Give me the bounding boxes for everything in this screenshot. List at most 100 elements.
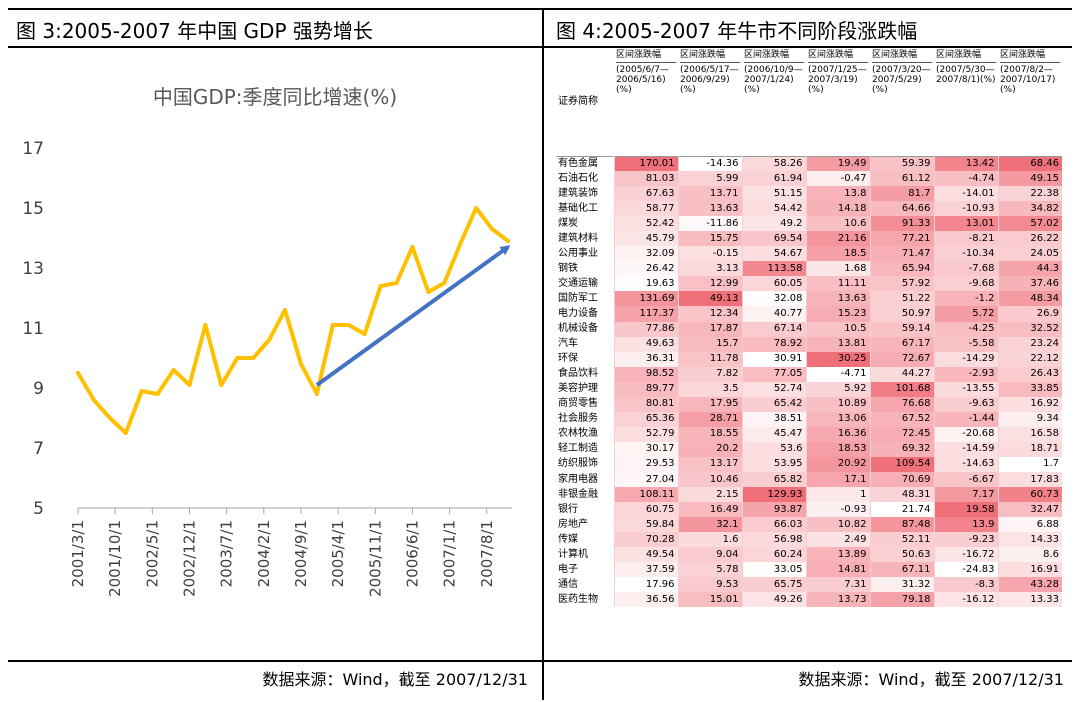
gdp-data-point [410,245,415,249]
return-cell: 60.05 [741,276,806,292]
table-row: 电力设备 117.37 12.34 40.77 15.23 50.97 5.72 26.9 [556,306,1062,322]
return-cell: -13.55 [933,381,998,397]
column-header-label: 区间涨跌幅 [744,50,790,60]
gdp-data-point [171,368,176,372]
y-tick-label: 5 [33,499,44,519]
table-row: 传媒 70.28 1.6 56.98 2.49 52.11 -9.23 14.33 [556,532,1062,548]
table-row: 纺织服饰 29.53 13.17 53.95 20.92 109.54 -14.63 1.7 [556,456,1062,472]
return-cell: -1.44 [933,411,998,427]
return-cell: 65.42 [741,396,806,412]
return-cell: 33.05 [741,562,806,578]
table-row: 家用电器 27.04 10.46 65.82 17.1 70.69 -6.67 17.83 [556,471,1062,488]
return-cell: 51.22 [869,291,934,307]
return-cell: 53.6 [741,441,806,457]
gdp-data-point [187,383,192,387]
return-cell: 69.32 [869,441,934,457]
sector-name: 银行 [558,503,578,515]
sector-name: 纺织服饰 [558,458,598,470]
title-divider [8,46,1072,48]
return-cell: 32.09 [613,246,678,262]
return-cell: 43.28 [997,577,1062,593]
return-cell: 13.06 [805,411,870,427]
table-row: 建筑材料 45.79 15.75 69.54 21.16 77.21 -8.21 26.22 [556,231,1062,247]
return-cell: -7.68 [933,261,998,277]
x-tick-label: 2006/6/1 [403,520,421,587]
table-row: 公用事业 32.09 -0.15 54.67 18.5 71.47 -10.34 24.05 [556,246,1062,262]
panel-divider [542,8,544,700]
return-cell: -24.83 [933,562,998,578]
gdp-data-point [442,281,447,285]
return-cell: 45.47 [741,426,806,442]
return-cell: 57.02 [997,216,1062,232]
return-cell: 24.05 [997,246,1062,262]
return-cell: 67.52 [869,411,934,427]
return-cell: 59.84 [613,517,678,533]
return-cell: -14.36 [677,156,742,172]
sector-name: 计算机 [558,548,588,560]
return-cell: 16.58 [997,426,1062,442]
sector-name: 交通运输 [558,277,598,289]
sector-name: 煤炭 [558,217,578,229]
return-cell: 22.12 [997,351,1062,367]
return-cell: 13.63 [805,291,870,307]
return-cell: 65.75 [741,577,806,593]
return-cell: 71.47 [869,246,934,262]
gdp-data-point [251,356,256,360]
gdp-data-point [139,389,144,393]
return-cell: 3.5 [677,381,742,397]
return-cell: 69.54 [741,231,806,247]
return-cell: 23.24 [997,336,1062,352]
table-row: 美容护理 89.77 3.5 52.74 5.92 101.68 -13.55 33.85 [556,381,1062,397]
return-cell: 26.9 [997,306,1062,322]
return-cell: 170.01 [613,156,678,172]
sector-name: 电力设备 [558,307,598,319]
return-cell: 52.42 [613,216,678,232]
return-cell: 18.5 [805,246,870,262]
return-cell: 49.63 [613,336,678,352]
return-cell: 77.86 [613,321,678,337]
return-cell: -9.63 [933,396,998,412]
return-cell: 15.01 [677,592,742,608]
return-cell: 48.34 [997,291,1062,307]
x-tick-label: 2007/1/1 [441,520,459,587]
sector-name: 石油石化 [558,172,598,184]
return-cell: 7.82 [677,366,742,382]
return-cell: -11.86 [677,216,742,232]
table-row: 社会服务 65.36 28.71 38.51 13.06 67.52 -1.44 9.34 [556,411,1062,427]
table-row: 轻工制造 30.17 20.2 53.6 18.53 69.32 -14.59 18.71 [556,441,1062,457]
return-cell: 29.53 [613,456,678,472]
return-cell: 5.92 [805,381,870,397]
return-cell: 70.69 [869,471,934,488]
return-cell: 52.74 [741,381,806,397]
return-cell: 68.46 [997,156,1062,172]
trend-arrow [315,245,511,387]
return-cell: 60.75 [613,502,678,518]
return-cell: 13.89 [805,547,870,563]
return-cell: 17.1 [805,471,870,488]
return-cell: 67.11 [869,562,934,578]
return-cell: 117.37 [613,306,678,322]
sector-name: 机械设备 [558,323,598,335]
return-cell: 16.91 [997,562,1062,578]
gdp-data-point [458,242,463,246]
return-cell: 113.58 [741,261,806,277]
sector-name: 家用电器 [558,473,598,485]
return-cell: 13.63 [677,201,742,217]
table-body: 有色金属 170.01 -14.36 58.26 19.49 59.39 13.42 68.4… [556,156,1062,608]
return-cell: 1.6 [677,532,742,548]
return-cell: 13.8 [805,186,870,202]
sector-name: 基础化工 [558,202,598,214]
sector-name: 钢铁 [558,262,578,274]
return-cell: 54.42 [741,201,806,217]
x-tick-label: 2005/11/1 [366,520,384,597]
return-cell: 49.54 [613,547,678,563]
table-row: 非银金融 108.11 2.15 129.93 1 48.31 7.17 60.73 [556,487,1062,503]
sector-name: 食品饮料 [558,368,598,380]
return-cell: 108.11 [613,487,678,503]
return-cell: -1.2 [933,291,998,307]
return-cell: 37.59 [613,562,678,578]
return-cell: 129.93 [741,487,806,503]
return-cell: -0.47 [805,171,870,187]
return-cell: 17.83 [997,471,1062,488]
return-cell: 49.13 [677,291,742,307]
